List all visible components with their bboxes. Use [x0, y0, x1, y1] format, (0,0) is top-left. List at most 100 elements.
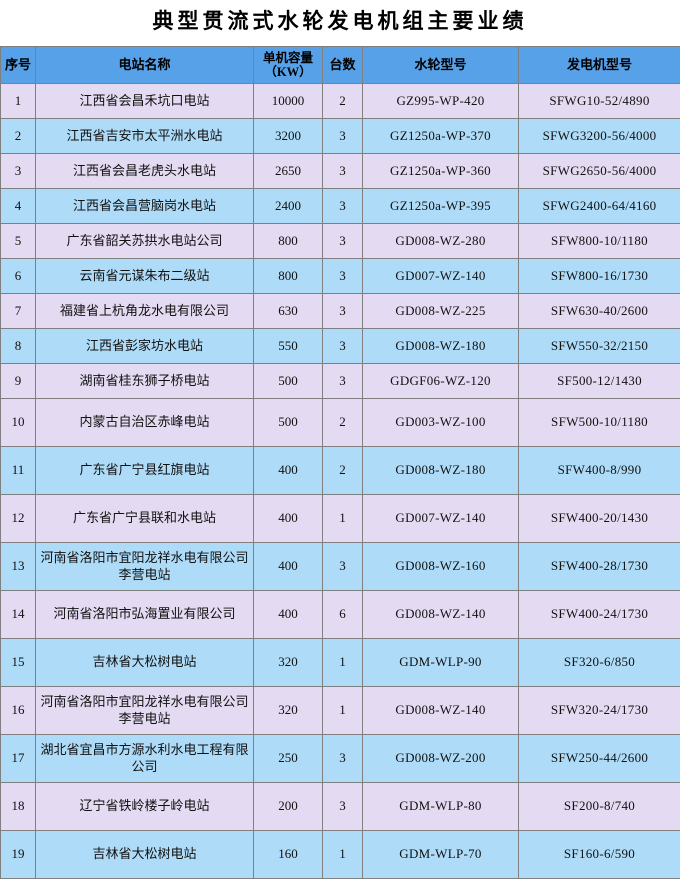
cell-generator-model: SFW400-28/1730 [518, 542, 680, 591]
cell-capacity: 400 [253, 590, 323, 639]
column-header-no: 序号 [0, 46, 36, 84]
column-header-generator-model: 发电机型号 [518, 46, 680, 84]
cell-no: 3 [0, 153, 36, 189]
cell-no: 10 [0, 398, 36, 447]
cell-turbine-model: GZ1250a-WP-395 [362, 188, 519, 224]
cell-turbine-model: GD008-WZ-200 [362, 734, 519, 783]
cell-capacity: 400 [253, 446, 323, 495]
cell-capacity: 3200 [253, 118, 323, 154]
cell-no: 18 [0, 782, 36, 831]
cell-generator-model: SFW550-32/2150 [518, 328, 680, 364]
table-row: 13 河南省洛阳市宜阳龙祥水电有限公司李营电站 400 3 GD008-WZ-1… [0, 542, 680, 591]
cell-capacity: 500 [253, 363, 323, 399]
cell-turbine-model: GD007-WZ-140 [362, 494, 519, 543]
column-header-capacity: 单机容量 （KW） [253, 46, 323, 84]
cell-generator-model: SFW400-8/990 [518, 446, 680, 495]
cell-turbine-model: GD007-WZ-140 [362, 258, 519, 294]
cell-station-name: 江西省会昌营脑岗水电站 [35, 188, 254, 224]
cell-capacity: 800 [253, 223, 323, 259]
cell-generator-model: SFWG2650-56/4000 [518, 153, 680, 189]
cell-generator-model: SFW320-24/1730 [518, 686, 680, 735]
cell-units: 3 [322, 363, 363, 399]
cell-no: 11 [0, 446, 36, 495]
cell-capacity: 320 [253, 686, 323, 735]
cell-units: 3 [322, 293, 363, 329]
cell-capacity: 400 [253, 542, 323, 591]
cell-units: 3 [322, 188, 363, 224]
header-row: 序号 电站名称 单机容量 （KW） 台数 水轮型号 发电机型号 [0, 46, 680, 84]
table-row: 1 江西省会昌禾坑口电站 10000 2 GZ995-WP-420 SFWG10… [0, 83, 680, 119]
column-header-units: 台数 [322, 46, 363, 84]
cell-generator-model: SFW400-24/1730 [518, 590, 680, 639]
cell-capacity: 320 [253, 638, 323, 687]
table-row: 9 湖南省桂东狮子桥电站 500 3 GDGF06-WZ-120 SF500-1… [0, 363, 680, 399]
table-row: 18 辽宁省铁岭楼子岭电站 200 3 GDM-WLP-80 SF200-8/7… [0, 782, 680, 831]
table-row: 6 云南省元谋朱布二级站 800 3 GD007-WZ-140 SFW800-1… [0, 258, 680, 294]
cell-no: 13 [0, 542, 36, 591]
table-row: 10 内蒙古自治区赤峰电站 500 2 GD003-WZ-100 SFW500-… [0, 398, 680, 447]
cell-capacity: 400 [253, 494, 323, 543]
cell-capacity: 250 [253, 734, 323, 783]
cell-generator-model: SFW800-16/1730 [518, 258, 680, 294]
cell-capacity: 550 [253, 328, 323, 364]
cell-capacity: 2400 [253, 188, 323, 224]
cell-station-name: 江西省彭家坊水电站 [35, 328, 254, 364]
column-header-station-name: 电站名称 [35, 46, 254, 84]
table-row: 14 河南省洛阳市弘海置业有限公司 400 6 GD008-WZ-140 SFW… [0, 590, 680, 639]
cell-units: 6 [322, 590, 363, 639]
table-row: 16 河南省洛阳市宜阳龙祥水电有限公司李营电站 320 1 GD008-WZ-1… [0, 686, 680, 735]
cell-turbine-model: GDM-WLP-90 [362, 638, 519, 687]
cell-station-name: 河南省洛阳市宜阳龙祥水电有限公司李营电站 [35, 686, 254, 735]
cell-no: 7 [0, 293, 36, 329]
cell-station-name: 福建省上杭角龙水电有限公司 [35, 293, 254, 329]
achievements-table: 序号 电站名称 单机容量 （KW） 台数 水轮型号 发电机型号 1 江西省会昌禾… [0, 46, 680, 879]
table-row: 11 广东省广宁县红旗电站 400 2 GD008-WZ-180 SFW400-… [0, 446, 680, 495]
table-row: 12 广东省广宁县联和水电站 400 1 GD007-WZ-140 SFW400… [0, 494, 680, 543]
cell-units: 2 [322, 83, 363, 119]
cell-units: 3 [322, 153, 363, 189]
cell-turbine-model: GD008-WZ-140 [362, 686, 519, 735]
column-header-capacity-line2: （KW） [264, 65, 312, 79]
cell-turbine-model: GD008-WZ-180 [362, 446, 519, 495]
cell-no: 4 [0, 188, 36, 224]
table-row: 17 湖北省宜昌市方源水利水电工程有限公司 250 3 GD008-WZ-200… [0, 734, 680, 783]
table-body: 1 江西省会昌禾坑口电站 10000 2 GZ995-WP-420 SFWG10… [0, 83, 680, 879]
page-title: 典型贯流式水轮发电机组主要业绩 [152, 10, 528, 33]
table-row: 4 江西省会昌营脑岗水电站 2400 3 GZ1250a-WP-395 SFWG… [0, 188, 680, 224]
cell-units: 1 [322, 494, 363, 543]
cell-capacity: 2650 [253, 153, 323, 189]
cell-generator-model: SF200-8/740 [518, 782, 680, 831]
cell-turbine-model: GD008-WZ-160 [362, 542, 519, 591]
cell-no: 5 [0, 223, 36, 259]
cell-station-name: 内蒙古自治区赤峰电站 [35, 398, 254, 447]
cell-generator-model: SF160-6/590 [518, 830, 680, 879]
cell-turbine-model: GD008-WZ-140 [362, 590, 519, 639]
cell-no: 14 [0, 590, 36, 639]
cell-generator-model: SFW400-20/1430 [518, 494, 680, 543]
cell-station-name: 江西省会昌老虎头水电站 [35, 153, 254, 189]
cell-generator-model: SFWG10-52/4890 [518, 83, 680, 119]
table-row: 8 江西省彭家坊水电站 550 3 GD008-WZ-180 SFW550-32… [0, 328, 680, 364]
cell-turbine-model: GZ995-WP-420 [362, 83, 519, 119]
cell-capacity: 10000 [253, 83, 323, 119]
cell-turbine-model: GDM-WLP-80 [362, 782, 519, 831]
cell-station-name: 江西省会昌禾坑口电站 [35, 83, 254, 119]
cell-capacity: 160 [253, 830, 323, 879]
table-row: 2 江西省吉安市太平洲水电站 3200 3 GZ1250a-WP-370 SFW… [0, 118, 680, 154]
cell-station-name: 广东省韶关苏拱水电站公司 [35, 223, 254, 259]
cell-no: 17 [0, 734, 36, 783]
cell-no: 6 [0, 258, 36, 294]
cell-capacity: 800 [253, 258, 323, 294]
cell-station-name: 河南省洛阳市宜阳龙祥水电有限公司李营电站 [35, 542, 254, 591]
cell-turbine-model: GD008-WZ-280 [362, 223, 519, 259]
cell-station-name: 湖北省宜昌市方源水利水电工程有限公司 [35, 734, 254, 783]
cell-units: 3 [322, 328, 363, 364]
cell-station-name: 辽宁省铁岭楼子岭电站 [35, 782, 254, 831]
cell-capacity: 630 [253, 293, 323, 329]
cell-capacity: 500 [253, 398, 323, 447]
cell-station-name: 湖南省桂东狮子桥电站 [35, 363, 254, 399]
column-header-capacity-line1: 单机容量 [262, 50, 313, 65]
cell-units: 1 [322, 686, 363, 735]
cell-station-name: 广东省广宁县联和水电站 [35, 494, 254, 543]
column-header-turbine-model: 水轮型号 [362, 46, 519, 84]
